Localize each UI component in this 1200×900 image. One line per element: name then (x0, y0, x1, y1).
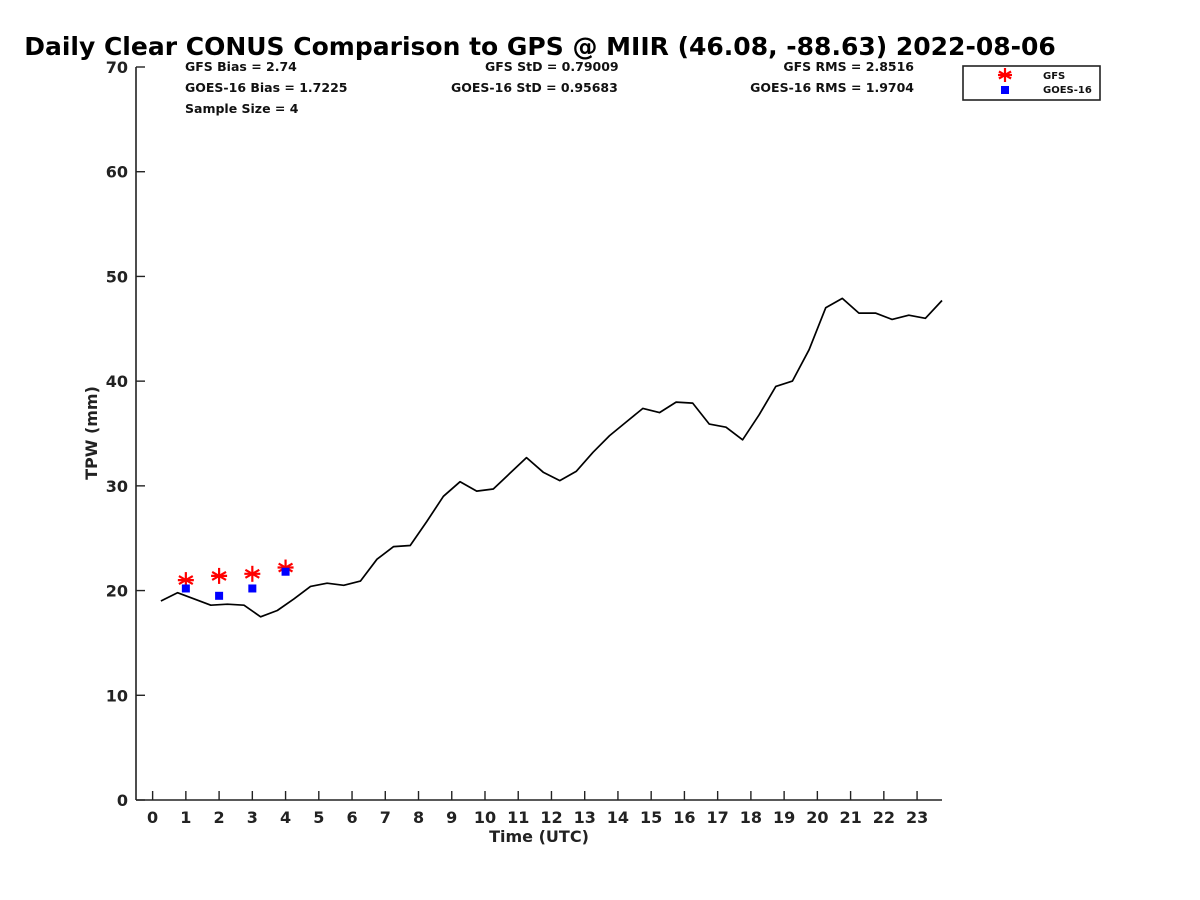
x-tick-label: 1 (180, 808, 191, 827)
x-ticks: 0 1 2 3 4 5 6 7 8 9 10 11 12 13 14 15 16 17 18 19 20 21 22 23 (147, 791, 928, 827)
legend-goes-square (1001, 86, 1009, 94)
legend-box (962, 65, 1101, 101)
x-tick-label: 11 (507, 808, 529, 827)
y-tick-label: 30 (106, 477, 128, 496)
x-tick-label: 16 (673, 808, 695, 827)
x-tick-label: 3 (247, 808, 258, 827)
x-tick-label: 4 (280, 808, 291, 827)
x-tick-label: 21 (839, 808, 861, 827)
gfs-point (244, 565, 261, 582)
goes-16-point (281, 567, 290, 576)
x-tick-label: 14 (607, 808, 629, 827)
legend: GFS GOES-16 (962, 65, 1101, 101)
legend-gfs-asterisk (998, 68, 1012, 82)
x-tick-label: 2 (214, 808, 225, 827)
legend-gfs-label: GFS (1043, 71, 1065, 82)
x-tick-label: 12 (540, 808, 562, 827)
series-line-gps (160, 297, 943, 618)
x-tick-label: 9 (446, 808, 457, 827)
stat-gfs-rms: GFS RMS = 2.8516 (783, 59, 914, 74)
y-tick-label: 70 (106, 58, 128, 77)
stat-goes-std: GOES-16 StD = 0.95683 (451, 80, 618, 95)
x-tick-label: 17 (707, 808, 729, 827)
gfs-point (211, 567, 228, 584)
stat-goes-bias: GOES-16 Bias = 1.7225 (185, 80, 347, 95)
x-tick-label: 18 (740, 808, 762, 827)
x-tick-label: 20 (806, 808, 828, 827)
x-tick-label: 22 (873, 808, 895, 827)
x-tick-label: 15 (640, 808, 662, 827)
x-tick-label: 7 (380, 808, 391, 827)
x-tick-label: 19 (773, 808, 795, 827)
legend-goes-marker (1001, 86, 1009, 94)
y-tick-label: 60 (106, 163, 128, 182)
x-tick-label: 10 (474, 808, 496, 827)
x-tick-label: 8 (413, 808, 424, 827)
x-tick-label: 23 (906, 808, 928, 827)
x-tick-label: 5 (313, 808, 324, 827)
goes-16-point (215, 591, 224, 600)
y-tick-label: 0 (117, 791, 128, 810)
y-tick-label: 40 (106, 372, 128, 391)
y-tick-label: 10 (106, 686, 128, 705)
stat-goes-rms: GOES-16 RMS = 1.9704 (750, 80, 914, 95)
x-tick-label: 13 (574, 808, 596, 827)
series-layer (160, 297, 943, 618)
goes-16-point (181, 584, 190, 593)
x-tick-label: 6 (346, 808, 357, 827)
y-axis-label: TPW (mm) (82, 386, 101, 480)
legend-goes-label: GOES-16 (1043, 85, 1092, 96)
x-tick-label: 0 (147, 808, 158, 827)
goes-16-point (248, 584, 257, 593)
y-tick-label: 50 (106, 267, 128, 286)
stat-gfs-bias: GFS Bias = 2.74 (185, 59, 297, 74)
chart-title: Daily Clear CONUS Comparison to GPS @ MI… (24, 32, 1056, 61)
stat-gfs-std: GFS StD = 0.79009 (485, 59, 619, 74)
legend-gfs-marker (998, 68, 1012, 82)
axes (135, 67, 942, 801)
stat-sample-size: Sample Size = 4 (185, 101, 299, 116)
y-ticks: 0 10 20 30 40 50 60 70 (106, 58, 145, 810)
y-tick-label: 20 (106, 582, 128, 601)
x-axis-label: Time (UTC) (489, 827, 589, 846)
